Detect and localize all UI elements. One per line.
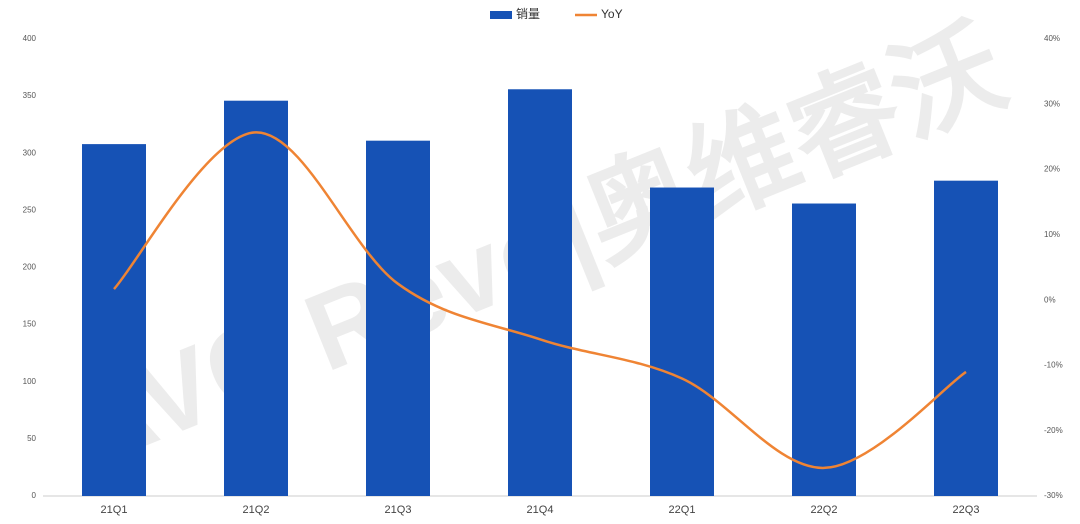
- legend-label: YoY: [601, 7, 623, 21]
- bar: [934, 180, 998, 497]
- y-tick-label: 0: [32, 491, 37, 500]
- y-tick-label: 100: [23, 377, 37, 386]
- y-tick-label: 150: [23, 320, 37, 329]
- y-tick-label: 250: [23, 205, 37, 214]
- x-tick-label: 21Q3: [385, 504, 412, 516]
- bar: [792, 203, 856, 496]
- y2-tick-label: 20%: [1044, 165, 1060, 174]
- y2-tick-label: 10%: [1044, 230, 1060, 239]
- y2-tick-label: 0%: [1044, 295, 1056, 304]
- y2-tick-label: -30%: [1044, 491, 1063, 500]
- bar: [508, 89, 572, 497]
- y-tick-label: 400: [23, 34, 37, 43]
- y-tick-label: 300: [23, 148, 37, 157]
- x-tick-label: 21Q2: [243, 504, 270, 516]
- y2-tick-label: -10%: [1044, 361, 1063, 370]
- legend-swatch: [490, 11, 512, 19]
- y-tick-label: 350: [23, 91, 37, 100]
- bar: [650, 187, 714, 496]
- y2-tick-label: 30%: [1044, 99, 1060, 108]
- x-tick-label: 22Q1: [669, 504, 696, 516]
- y-tick-label: 50: [27, 434, 36, 443]
- x-tick-label: 22Q3: [953, 504, 980, 516]
- x-tick-label: 22Q2: [811, 504, 838, 516]
- x-tick-label: 21Q1: [101, 504, 128, 516]
- y2-tick-label: -20%: [1044, 426, 1063, 435]
- y-tick-label: 200: [23, 263, 37, 272]
- y2-tick-label: 40%: [1044, 34, 1060, 43]
- bar: [366, 140, 430, 496]
- bar: [82, 144, 146, 497]
- line: [113, 131, 967, 470]
- legend-label: 销量: [516, 7, 540, 21]
- bar: [224, 100, 288, 496]
- x-tick-label: 21Q4: [527, 504, 554, 516]
